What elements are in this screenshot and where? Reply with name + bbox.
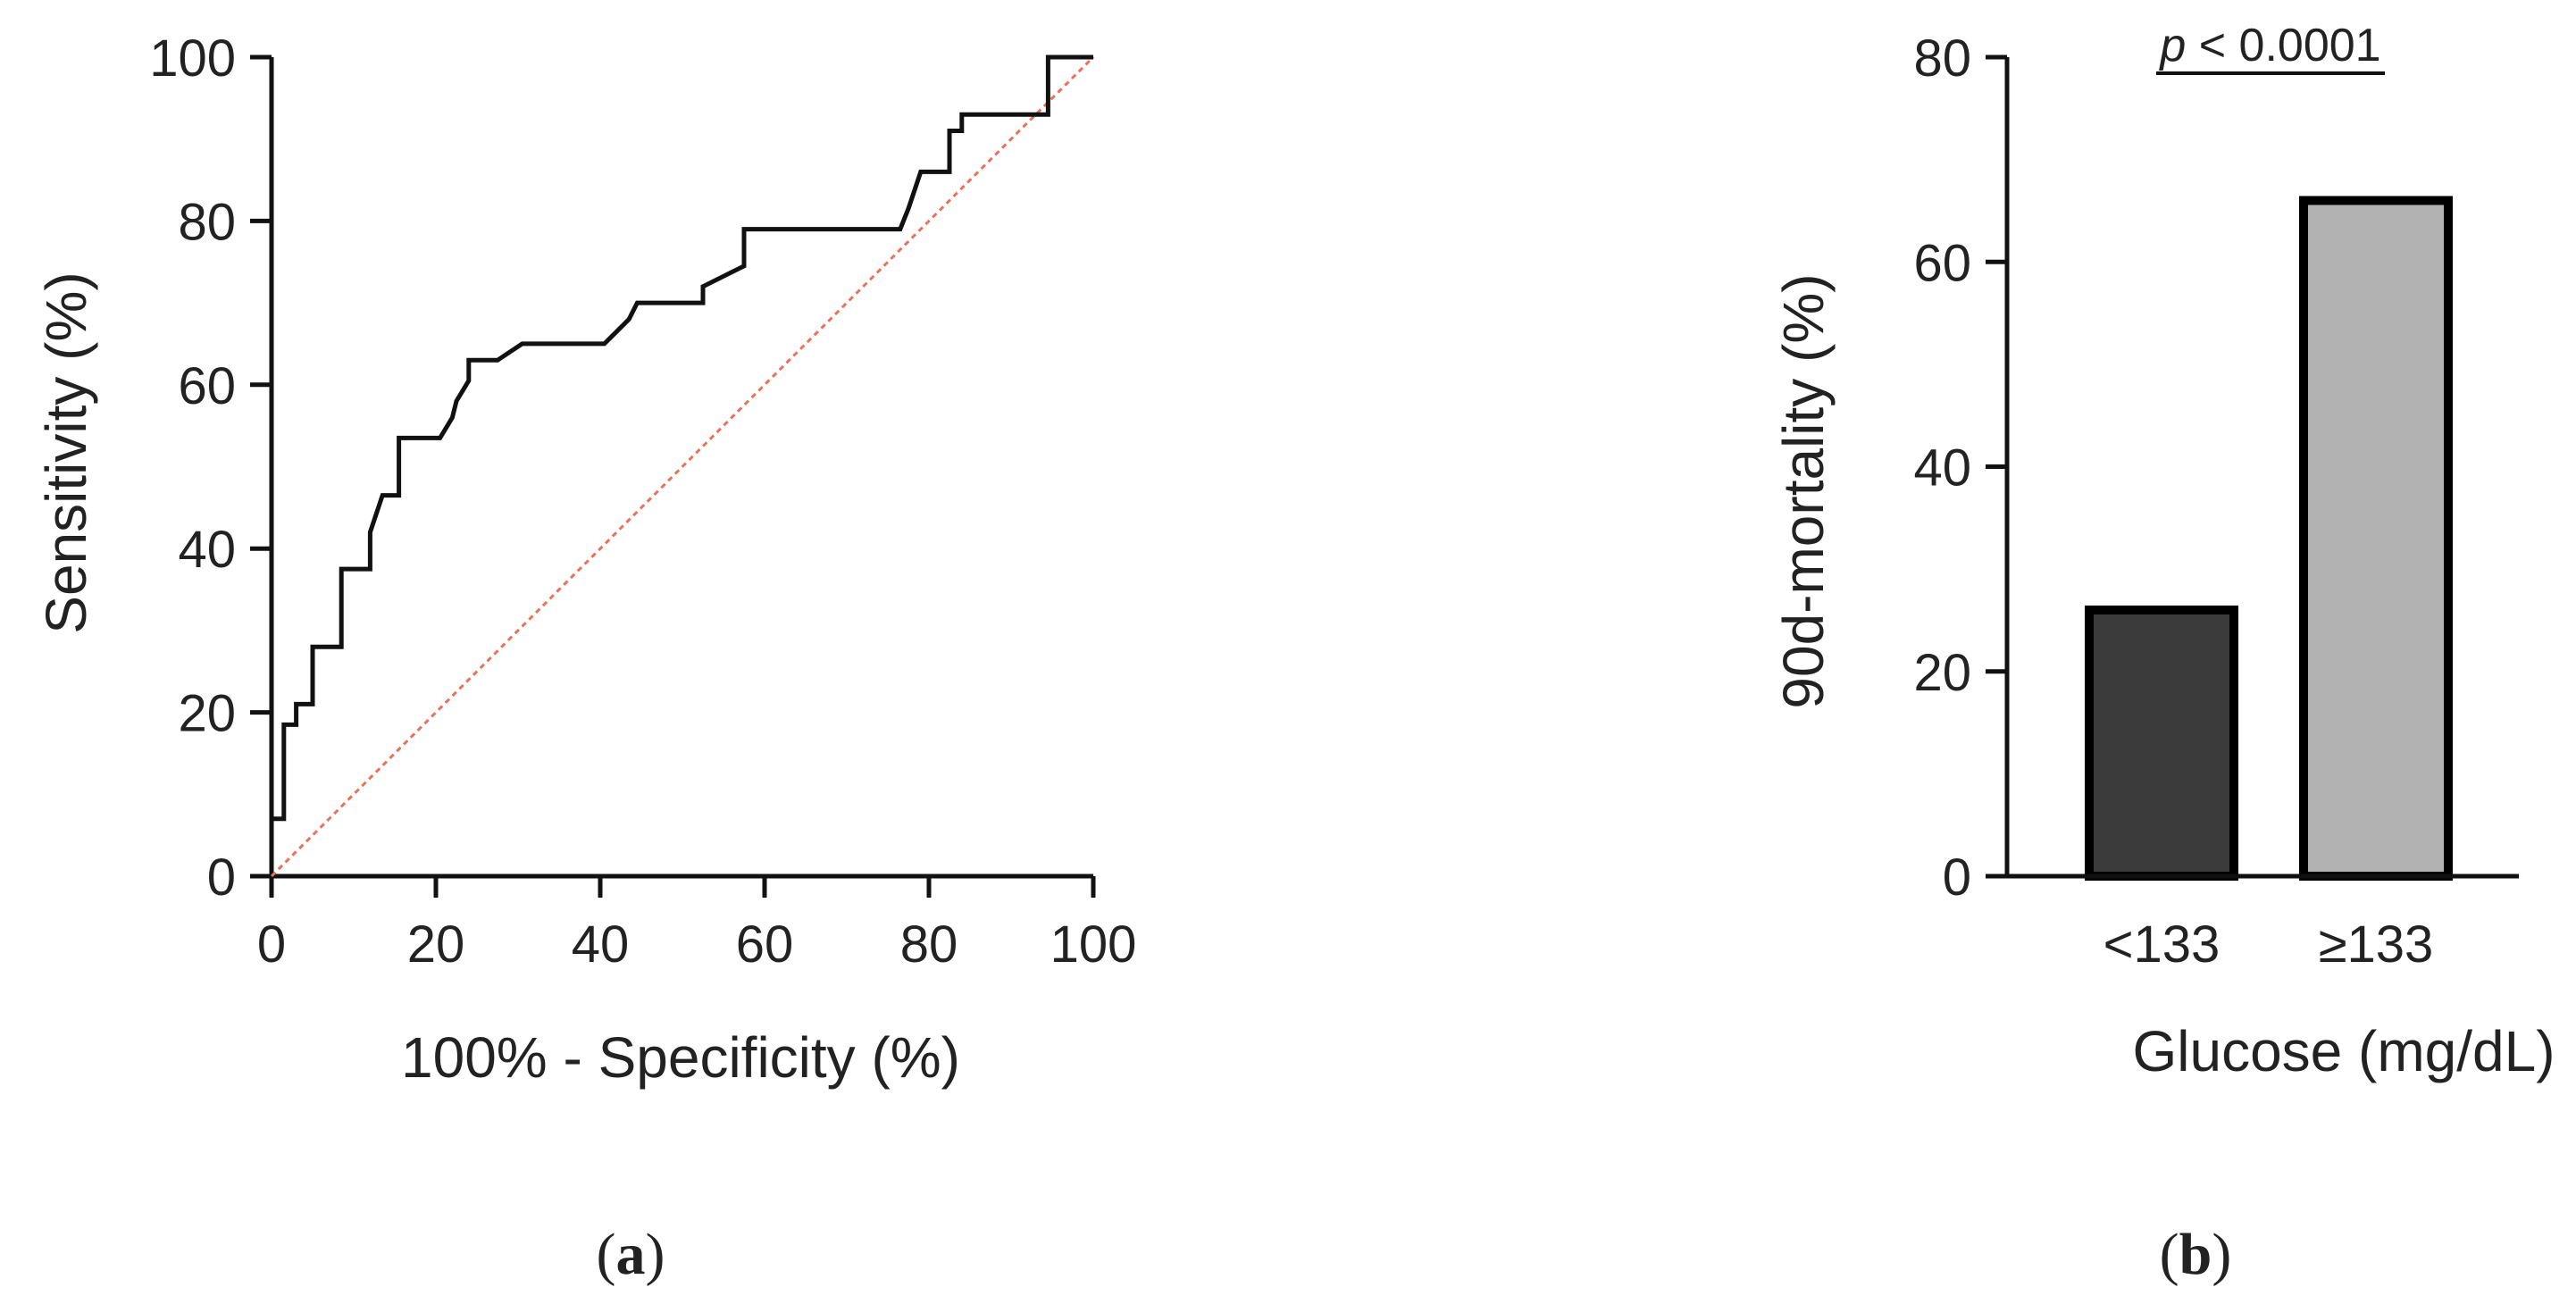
panel-label-b-letter: b [2179, 1222, 2212, 1287]
panel-label-a: (a) [597, 1222, 665, 1287]
bar-y-tick-label: 0 [1943, 848, 1971, 907]
panel-label-a-letter: a [616, 1222, 646, 1287]
bar-category-label: ≥133 [2319, 915, 2434, 974]
panel-label-b-close: ) [2212, 1222, 2231, 1287]
roc-x-tick-label: 60 [736, 915, 794, 974]
p-value-label: p < 0.0001 [2158, 20, 2380, 71]
roc-chart-panel: 0 20 40 60 80 100 0 20 40 60 80 100 Sensitivity (%)… [34, 29, 1136, 1287]
roc-y-tick-label: 60 [178, 357, 236, 415]
bar-y-tick-label: 80 [1913, 29, 1971, 88]
bar-glucose-below-133 [2085, 605, 2238, 881]
bar-tick-labels: 0 20 40 60 80 <133 ≥133 [1913, 29, 2433, 974]
roc-y-tick-label: 40 [178, 521, 236, 579]
p-value-prefix: p [2158, 20, 2186, 71]
bar-category-label: <133 [2103, 915, 2221, 974]
bar-y-tick-label: 40 [1913, 439, 1971, 497]
roc-x-axis-title: 100% - Specificity (%) [401, 1025, 960, 1090]
bars [2085, 196, 2453, 882]
roc-y-tick-label: 100 [149, 29, 236, 88]
roc-x-tick-label: 0 [257, 915, 286, 974]
bar-glucose-133-or-above [2299, 196, 2453, 882]
bar-y-axis-title: 90d-mortality (%) [1771, 273, 1836, 708]
panel-label-a-open: ( [597, 1222, 616, 1287]
roc-x-tick-label: 40 [572, 915, 630, 974]
roc-grid-ticks [250, 54, 1096, 898]
roc-x-tick-label: 80 [900, 915, 958, 974]
panel-label-b: (b) [2160, 1222, 2232, 1287]
bar-x-axis-title: Glucose (mg/dL) [2132, 1019, 2555, 1083]
roc-curve-line [272, 54, 1093, 822]
bar-y-ticks [1986, 54, 2007, 879]
roc-reference-line [270, 55, 1095, 878]
roc-x-tick-label: 20 [407, 915, 465, 974]
bar-y-tick-label: 20 [1913, 644, 1971, 702]
roc-y-tick-label: 0 [207, 848, 236, 907]
panel-label-a-close: ) [646, 1222, 665, 1287]
bar-y-tick-label: 60 [1913, 234, 1971, 292]
roc-x-tick-label: 100 [1050, 915, 1137, 974]
mortality-bar-chart-panel: 0 20 40 60 80 <133 ≥133 90d-mortality (%) Gluc… [1771, 20, 2555, 1287]
roc-y-tick-label: 80 [178, 193, 236, 251]
p-value-text: < 0.0001 [2186, 20, 2380, 71]
panel-label-b-open: ( [2160, 1222, 2179, 1287]
roc-tick-labels: 0 20 40 60 80 100 0 20 40 60 80 100 [149, 29, 1136, 974]
roc-y-tick-label: 20 [178, 685, 236, 743]
roc-y-axis-title: Sensitivity (%) [34, 272, 98, 633]
significance-annotation: p < 0.0001 [2156, 20, 2385, 75]
